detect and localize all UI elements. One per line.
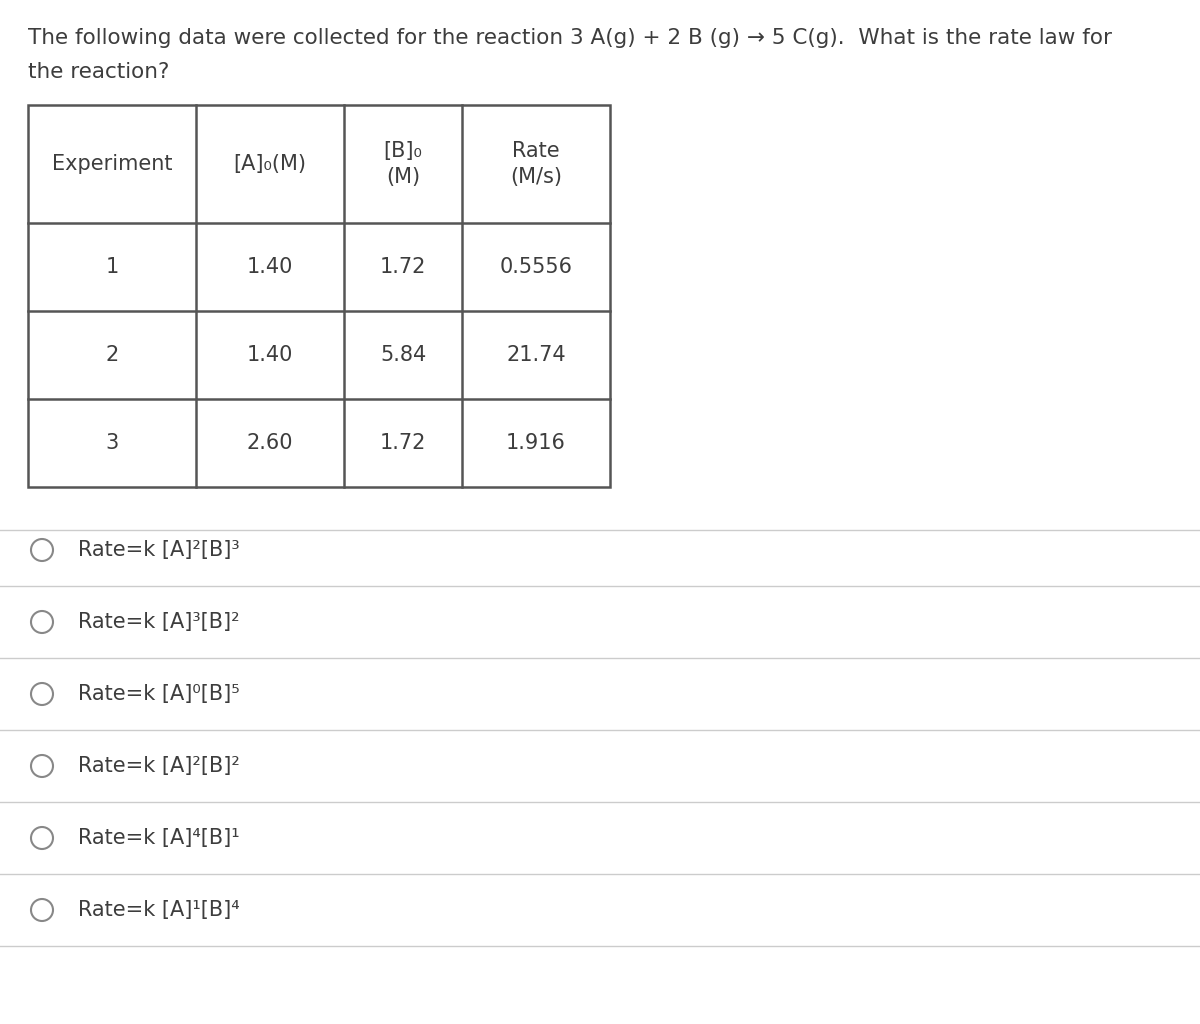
Text: [B]₀
(M): [B]₀ (M): [384, 140, 422, 187]
Text: 1.40: 1.40: [247, 257, 293, 278]
Text: Rate
(M/s): Rate (M/s): [510, 140, 562, 187]
Text: 2: 2: [106, 345, 119, 365]
Text: 1.916: 1.916: [506, 433, 566, 453]
Text: 1.72: 1.72: [380, 257, 426, 278]
Text: the reaction?: the reaction?: [28, 62, 169, 82]
Text: Rate=k [A]²[B]³: Rate=k [A]²[B]³: [78, 540, 240, 560]
Text: Rate=k [A]¹[B]⁴: Rate=k [A]¹[B]⁴: [78, 900, 240, 920]
Text: 3: 3: [106, 433, 119, 453]
Text: The following data were collected for the reaction 3 A(g) + 2 B (g) → 5 C(g).  W: The following data were collected for th…: [28, 28, 1112, 48]
Text: [A]₀(M): [A]₀(M): [234, 154, 306, 174]
Text: Rate=k [A]²[B]²: Rate=k [A]²[B]²: [78, 756, 240, 776]
Text: 21.74: 21.74: [506, 345, 566, 365]
Text: Rate=k [A]⁴[B]¹: Rate=k [A]⁴[B]¹: [78, 828, 240, 848]
Text: Rate=k [A]³[B]²: Rate=k [A]³[B]²: [78, 612, 240, 632]
Text: 1.40: 1.40: [247, 345, 293, 365]
Text: 1: 1: [106, 257, 119, 278]
Text: Rate=k [A]⁰[B]⁵: Rate=k [A]⁰[B]⁵: [78, 684, 240, 705]
Text: Experiment: Experiment: [52, 154, 173, 174]
Text: 5.84: 5.84: [380, 345, 426, 365]
Text: 0.5556: 0.5556: [499, 257, 572, 278]
Bar: [28, 105, 610, 487]
Text: 2.60: 2.60: [247, 433, 293, 453]
Text: 1.72: 1.72: [380, 433, 426, 453]
